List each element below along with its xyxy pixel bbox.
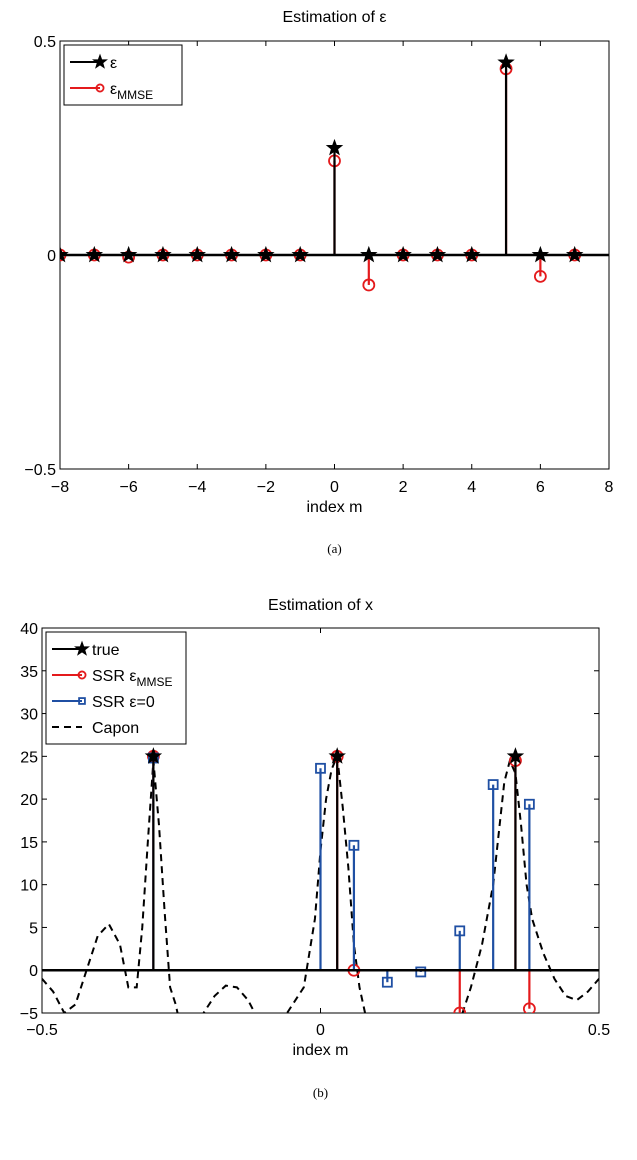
y-tick-label: 0: [47, 248, 56, 265]
legend-label-text: ε: [110, 55, 117, 72]
x-tick-label: 0: [330, 479, 339, 496]
y-tick-label: 35: [20, 664, 38, 681]
y-tick-label: 40: [20, 621, 38, 638]
series-1-point-3-marker: [453, 1006, 467, 1013]
y-tick-label: 20: [20, 792, 38, 809]
series-2-point-3-marker: [381, 976, 393, 988]
series-0-point-8-marker: [325, 138, 344, 156]
legend-marker: [77, 670, 87, 680]
legend-label: ε: [110, 55, 117, 72]
series-1-point-14-marker: [533, 269, 547, 283]
y-tick-label: 0: [29, 963, 38, 980]
series-0-point-0-marker: [144, 747, 163, 764]
chart-panel-1: Estimation of x −0.5 0 0.5 −5 0 5 10 15 20 25 30 35 4…: [20, 597, 610, 1100]
capon-curve: [42, 752, 599, 1013]
legend-label-text: Capon: [92, 720, 139, 737]
series-0-point-12-marker: [463, 245, 481, 263]
y-tick-label: 25: [20, 749, 38, 766]
legend-marker: [78, 697, 86, 705]
legend-label: SSR ε=0: [92, 694, 155, 711]
series-2-point-7-marker: [523, 798, 535, 810]
legend-label-text: SSR ε: [92, 668, 136, 685]
legend-label-subscript: MMSE: [136, 675, 172, 689]
series-1-point-5-marker: [522, 1002, 536, 1013]
x-tick-label: 8: [605, 479, 614, 496]
series-2-point-1-marker: [315, 762, 326, 774]
x-tick-label: 4: [467, 479, 476, 496]
series-0-point-3-marker: [154, 245, 172, 263]
x-axis-label: index m: [292, 1042, 348, 1059]
series-2-point-5-marker: [454, 925, 466, 937]
legend-item-0: true: [52, 640, 120, 659]
legend-label-text: ε: [110, 81, 117, 98]
plot-area: [60, 53, 609, 292]
series-0-point-11-marker: [428, 245, 447, 263]
series-0-point-9-marker: [360, 245, 378, 263]
x-tick-label: 6: [536, 479, 545, 496]
series-0-point-13-marker: [497, 53, 515, 70]
x-tick-label: −0.5: [26, 1022, 58, 1039]
series-0-point-15-marker: [565, 245, 584, 263]
series-0-point-5-marker: [222, 245, 241, 263]
legend-box: [63, 44, 183, 106]
legend-label-text: true: [92, 642, 120, 659]
legend-item-2: SSR ε=0: [52, 694, 155, 711]
legend-marker: [92, 53, 108, 69]
y-tick-label: 5: [29, 920, 38, 937]
legend-label: true: [92, 642, 120, 659]
series-0-point-1-marker: [85, 245, 104, 263]
series-2-point-2-marker: [348, 839, 360, 851]
series-0-point-6-marker: [257, 245, 275, 263]
plot-area: [42, 747, 599, 1013]
figure-caption: (a): [327, 541, 341, 556]
chart-title: Estimation of ε: [282, 9, 386, 26]
series-0-point-1-marker: [328, 747, 346, 764]
series-0-point-2-marker: [506, 747, 525, 764]
x-tick-label: −4: [188, 479, 206, 496]
chart-title: Estimation of x: [268, 597, 373, 614]
series-0-point-10-marker: [394, 245, 412, 263]
legend-label: εMMSE: [110, 81, 153, 102]
series-2-point-6-marker: [487, 779, 499, 790]
legend-item-3: Capon: [52, 720, 139, 737]
figure-caption: (b): [313, 1085, 328, 1100]
series-0-point-4-marker: [188, 245, 206, 263]
series-0-point-0-marker: [60, 245, 69, 263]
y-tick-label: 15: [20, 835, 38, 852]
y-tick-label: 0.5: [34, 34, 56, 51]
x-tick-label: −6: [120, 479, 138, 496]
legend-label: Capon: [92, 720, 139, 737]
legend-item-0: ε: [70, 53, 117, 72]
legend-item-1: SSR εMMSE: [52, 668, 172, 689]
x-tick-label: 2: [399, 479, 408, 496]
y-tick-label: 30: [20, 707, 38, 724]
legend-label-text: SSR ε=0: [92, 694, 155, 711]
legend-label: SSR εMMSE: [92, 668, 172, 689]
legend-box: [45, 631, 187, 745]
y-tick-label: −5: [20, 1006, 38, 1023]
series-0-point-2-marker: [119, 245, 138, 263]
legend-marker: [74, 640, 90, 656]
legend-item-1: εMMSE: [70, 81, 153, 102]
x-tick-label: 0: [316, 1022, 325, 1039]
series-0-point-7-marker: [291, 245, 309, 263]
x-tick-label: −8: [51, 479, 69, 496]
x-tick-label: −2: [257, 479, 275, 496]
legend-label-subscript: MMSE: [117, 88, 153, 102]
series-2-point-4-marker: [415, 966, 427, 978]
legend: true SSR εMMSE SSR ε=0 Capon: [45, 631, 187, 745]
series-0-point-14-marker: [531, 245, 550, 263]
series-1-point-9-marker: [362, 278, 376, 292]
x-axis-label: index m: [306, 499, 362, 516]
x-tick-label: 0.5: [588, 1022, 610, 1039]
y-tick-label: −0.5: [24, 462, 56, 479]
chart-panel-0: Estimation of ε −8 −6 −4 −2 0 2 4 6 8 −0.5 0 0.5 inde…: [24, 9, 613, 556]
y-tick-label: 10: [20, 878, 38, 895]
legend-marker: [95, 83, 105, 93]
